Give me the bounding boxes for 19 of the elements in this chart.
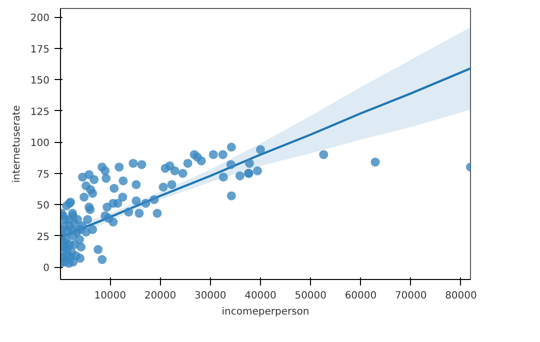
y-tick-label: 25 [36, 232, 50, 243]
x-tick-label: 70000 [394, 290, 427, 302]
x-tick-label: 40000 [244, 290, 276, 302]
y-tick-label: 50 [36, 200, 50, 212]
x-axis-title: incomeperperson [222, 306, 310, 318]
y-axis-title: internetuserate [11, 105, 22, 183]
y-tick-label: 200 [30, 13, 50, 24]
x-tick-label: 80000 [445, 290, 477, 302]
x-tick-label: 30000 [194, 290, 226, 302]
x-tick-label: 10000 [94, 290, 126, 302]
y-tick-label: 125 [30, 106, 50, 118]
y-tick-label: 75 [36, 169, 50, 180]
y-tick-label: 0 [43, 263, 50, 274]
y-tick-label: 150 [30, 76, 50, 87]
x-tick-label: 60000 [344, 290, 377, 302]
y-tick-label: 100 [30, 138, 50, 150]
x-tick-label: 20000 [144, 290, 176, 302]
x-tick-label: 50000 [294, 290, 327, 302]
y-tick-label: 175 [30, 44, 50, 56]
